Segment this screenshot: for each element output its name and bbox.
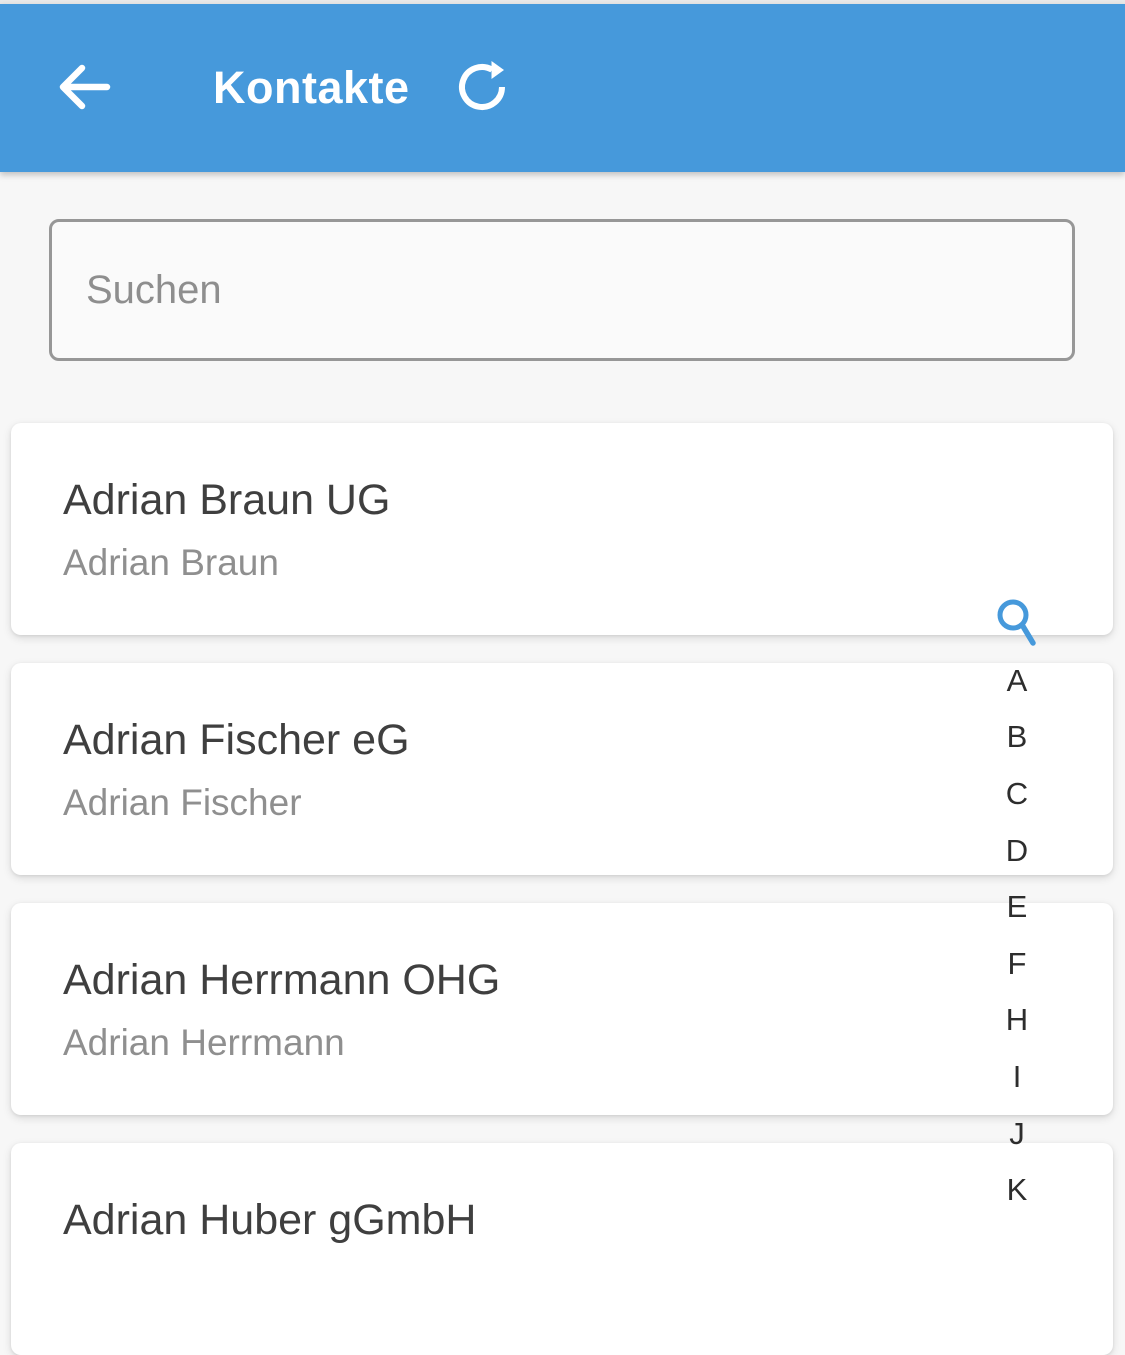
alphabet-index: A B C D E F H I J K [987, 596, 1047, 1219]
page-title: Kontakte [213, 62, 410, 113]
index-letter-c[interactable]: C [1005, 776, 1029, 812]
contact-person: Adrian Braun [63, 542, 279, 583]
search-bar [0, 172, 1125, 361]
back-arrow-icon [57, 64, 111, 113]
index-letter-i[interactable]: I [1012, 1059, 1022, 1095]
contact-name: Adrian Fischer eG [63, 716, 410, 764]
index-letter-k[interactable]: K [1006, 1172, 1028, 1208]
index-letter-e[interactable]: E [1006, 889, 1028, 925]
contact-card[interactable]: Adrian Huber gGmbH [11, 1143, 1113, 1355]
contact-card[interactable]: Adrian Fischer eG Adrian Fischer [11, 663, 1113, 875]
refresh-icon [456, 60, 508, 116]
contact-name: Adrian Huber gGmbH [63, 1196, 477, 1244]
search-input[interactable] [49, 219, 1075, 361]
index-letter-f[interactable]: F [1007, 945, 1027, 981]
contact-name: Adrian Herrmann OHG [63, 956, 501, 1004]
index-letter-d[interactable]: D [1005, 832, 1029, 868]
contact-person: Adrian Herrmann [63, 1022, 345, 1063]
search-icon [995, 597, 1039, 652]
contact-list: Adrian Braun UG Adrian Braun Adrian Fisc… [0, 423, 1125, 1355]
status-bar-strip [0, 0, 1125, 4]
back-button[interactable] [57, 64, 111, 113]
refresh-button[interactable] [456, 60, 508, 116]
contact-card[interactable]: Adrian Herrmann OHG Adrian Herrmann [11, 903, 1113, 1115]
app-header: Kontakte [0, 4, 1125, 172]
index-letter-b[interactable]: B [1006, 719, 1028, 755]
index-letter-j[interactable]: J [1009, 1115, 1025, 1151]
contact-card[interactable]: Adrian Braun UG Adrian Braun [11, 423, 1113, 635]
index-letter-a[interactable]: A [1006, 662, 1028, 698]
contact-name: Adrian Braun UG [63, 476, 391, 524]
index-search-button[interactable] [987, 596, 1047, 653]
index-letter-h[interactable]: H [1005, 1002, 1029, 1038]
contact-person: Adrian Fischer [63, 782, 302, 823]
